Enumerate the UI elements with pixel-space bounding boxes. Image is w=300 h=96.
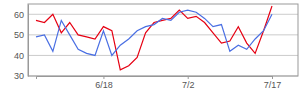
x-tick: 7/17 [264, 76, 282, 90]
x-tick-mark [188, 76, 189, 79]
x-tick-mark [272, 76, 273, 79]
x-tick: 7/2 [182, 76, 195, 90]
y-tick-label: 60 [14, 10, 24, 20]
y-tick: 30 [14, 71, 28, 81]
x-tick: 6/18 [95, 76, 113, 90]
grid-line [28, 34, 298, 35]
y-axis: 30 40 50 60 [14, 5, 29, 82]
chart: 30 40 50 60 6/18 7/2 7/17 [0, 0, 300, 96]
x-tick-mark [103, 76, 104, 79]
lines [36, 6, 272, 70]
y-tick-label: 40 [14, 51, 24, 61]
x-axis: 6/18 7/2 7/17 [37, 76, 282, 90]
x-tick-label: 7/2 [182, 80, 195, 90]
y-tick: 60 [14, 10, 28, 20]
y-tick: 50 [14, 30, 28, 40]
y-axis-line [28, 5, 29, 77]
x-axis-line [37, 77, 273, 80]
plot: 30 40 50 60 6/18 7/2 7/17 [14, 4, 298, 90]
grid-line [28, 55, 298, 56]
x-tick-label: 7/17 [264, 80, 282, 90]
frame [28, 4, 298, 76]
y-tick: 40 [14, 51, 28, 61]
y-tick-label: 30 [14, 71, 24, 81]
series-line [36, 6, 272, 70]
x-tick-label: 6/18 [95, 80, 113, 90]
series-line [36, 10, 272, 55]
grid-line [28, 14, 298, 15]
y-tick-label: 50 [14, 30, 24, 40]
